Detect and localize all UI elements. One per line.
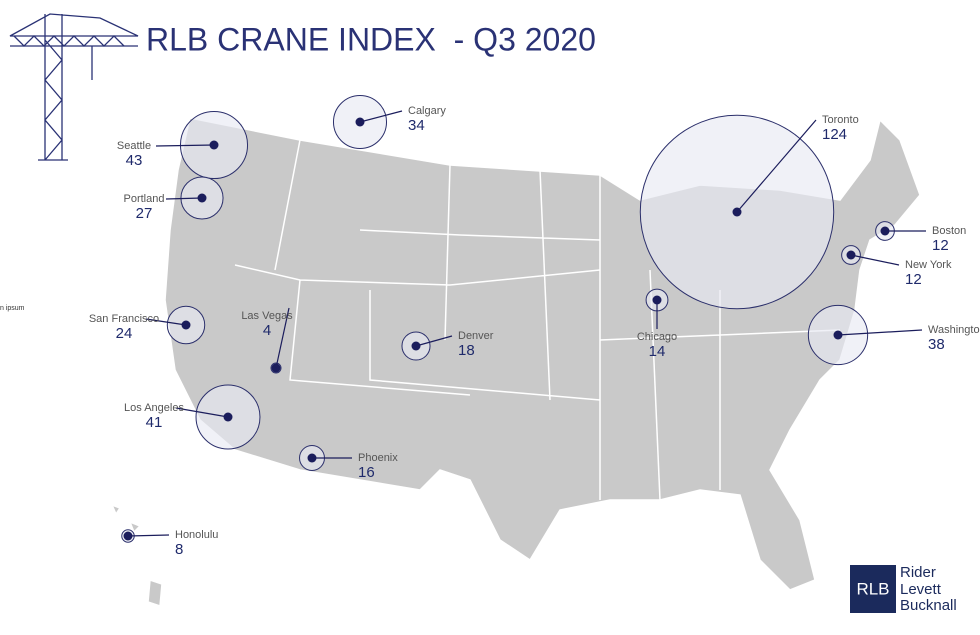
stray-text: n ipsum [0,305,25,312]
leader-line [415,335,453,347]
city-name: San Francisco [89,313,159,325]
city-count: 14 [649,343,666,360]
city-count: 12 [905,271,922,288]
crane-icon [9,13,139,161]
city-name: Honolulu [175,529,218,541]
city-count: 43 [126,152,143,169]
city-name: Toronto [822,114,859,126]
city-count: 18 [458,342,475,359]
city-name: Portland [124,193,165,205]
leader-line [127,534,170,537]
city-name: Denver [458,330,494,342]
title: RLB CRANE INDEX - Q3 2020 [146,21,596,57]
city-name: Phoenix [358,452,398,464]
leader-line [155,144,215,147]
city-name: Chicago [637,331,677,343]
city-count: 124 [822,126,847,143]
logo-line: Bucknall [900,597,957,614]
leader-line [837,329,923,336]
city-count: 8 [175,541,183,558]
leader-line [359,110,403,123]
city-name: Seattle [117,140,151,152]
city-count: 12 [932,237,949,254]
city-count: 34 [408,117,425,134]
city-count: 41 [146,414,163,431]
leader-line [145,318,187,326]
leader-line [175,407,229,418]
city-name: Calgary [408,105,446,117]
city-count: 24 [116,325,133,342]
leader-line [275,307,290,369]
city-name: Washington, DC [928,324,980,336]
city-name: Boston [932,225,966,237]
city-name: Los Angeles [124,402,184,414]
leader-line [850,254,900,266]
logo-mark: RLB [856,579,889,598]
logo-line: Levett [900,581,942,598]
city-count: 27 [136,205,153,222]
leader-line [736,119,817,213]
city-name: Las Vegas [241,310,293,322]
logo-line: Rider [900,564,936,581]
city-count: 16 [358,464,375,481]
city-name: New York [905,259,952,271]
city-count: 38 [928,336,945,353]
city-count: 4 [263,322,271,339]
leader-line [165,197,203,200]
logo: RLB Rider Levett Bucknall [850,564,957,614]
